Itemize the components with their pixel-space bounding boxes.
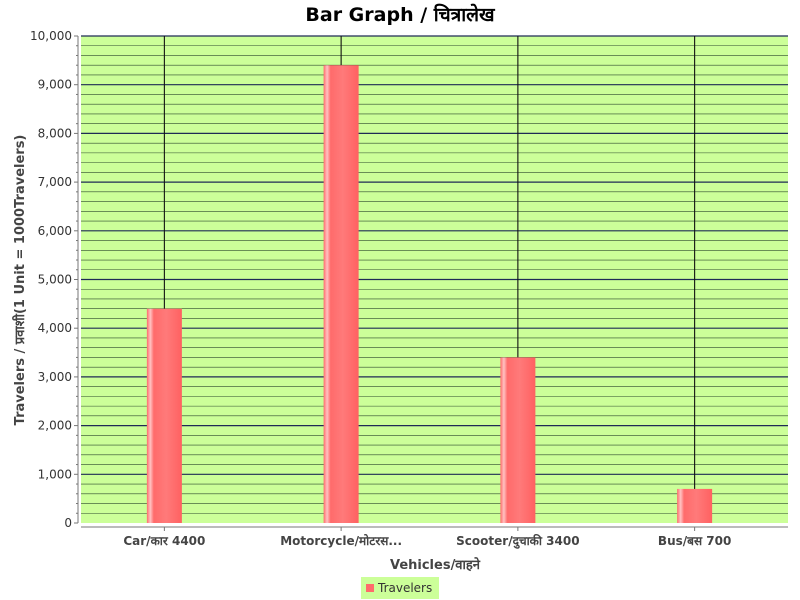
legend-swatch-travelers [366,584,374,592]
y-tick-label: 1,000 [38,467,72,481]
y-tick-label: 0 [64,516,72,530]
y-tick-label: 6,000 [38,224,72,238]
x-tick-label: Bus/बस 700 [658,534,731,548]
y-tick-label: 2,000 [38,419,72,433]
y-tick-label: 10,000 [30,29,72,43]
bar-0 [146,308,182,523]
x-tick-label: Motorcycle/मोटरस... [280,534,402,548]
y-axis: 0 1,000 2,000 3,000 4,000 5,000 6,000 7,000 8,00… [30,29,79,530]
chart-title: Bar Graph / चित्रालेख [305,3,496,26]
y-tick-label: 4,000 [38,321,72,335]
y-tick-label: 8,000 [38,126,72,140]
bar-1 [323,65,359,523]
bar-2 [500,357,536,523]
y-tick-label: 5,000 [38,273,72,287]
legend-label-travelers: Travelers [377,581,432,595]
x-tick-label: Scooter/दुचाकी 3400 [456,534,579,549]
bar-3 [677,488,713,523]
x-tick-label: Car/कार 4400 [123,534,205,548]
legend-background [361,577,439,599]
x-axis: Car/कार 4400 Motorcycle/मोटरस... Scooter/द… [81,526,788,549]
legend: Travelers [361,577,439,599]
grid-lines [81,35,788,523]
y-tick-label: 7,000 [38,175,72,189]
bars [146,65,713,523]
y-tick-label: 9,000 [38,78,72,92]
y-tick-label: 3,000 [38,370,72,384]
y-axis-title: Travelers / प्रवाशी(1 Unit = 1000Travele… [12,135,28,426]
x-axis-title: Vehicles/वाहने [390,557,481,573]
